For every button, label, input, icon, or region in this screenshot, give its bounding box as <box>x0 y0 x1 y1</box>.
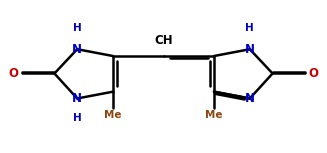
Text: O: O <box>308 67 318 80</box>
Text: Me: Me <box>104 110 122 120</box>
Text: Me: Me <box>205 110 223 120</box>
Text: H: H <box>245 23 254 33</box>
Text: N: N <box>72 43 82 56</box>
Text: N: N <box>245 43 255 56</box>
Text: N: N <box>245 92 255 105</box>
Text: H: H <box>73 23 82 33</box>
Text: H: H <box>73 113 82 123</box>
Text: O: O <box>9 67 19 80</box>
Text: CH: CH <box>154 34 173 47</box>
Text: N: N <box>72 92 82 105</box>
